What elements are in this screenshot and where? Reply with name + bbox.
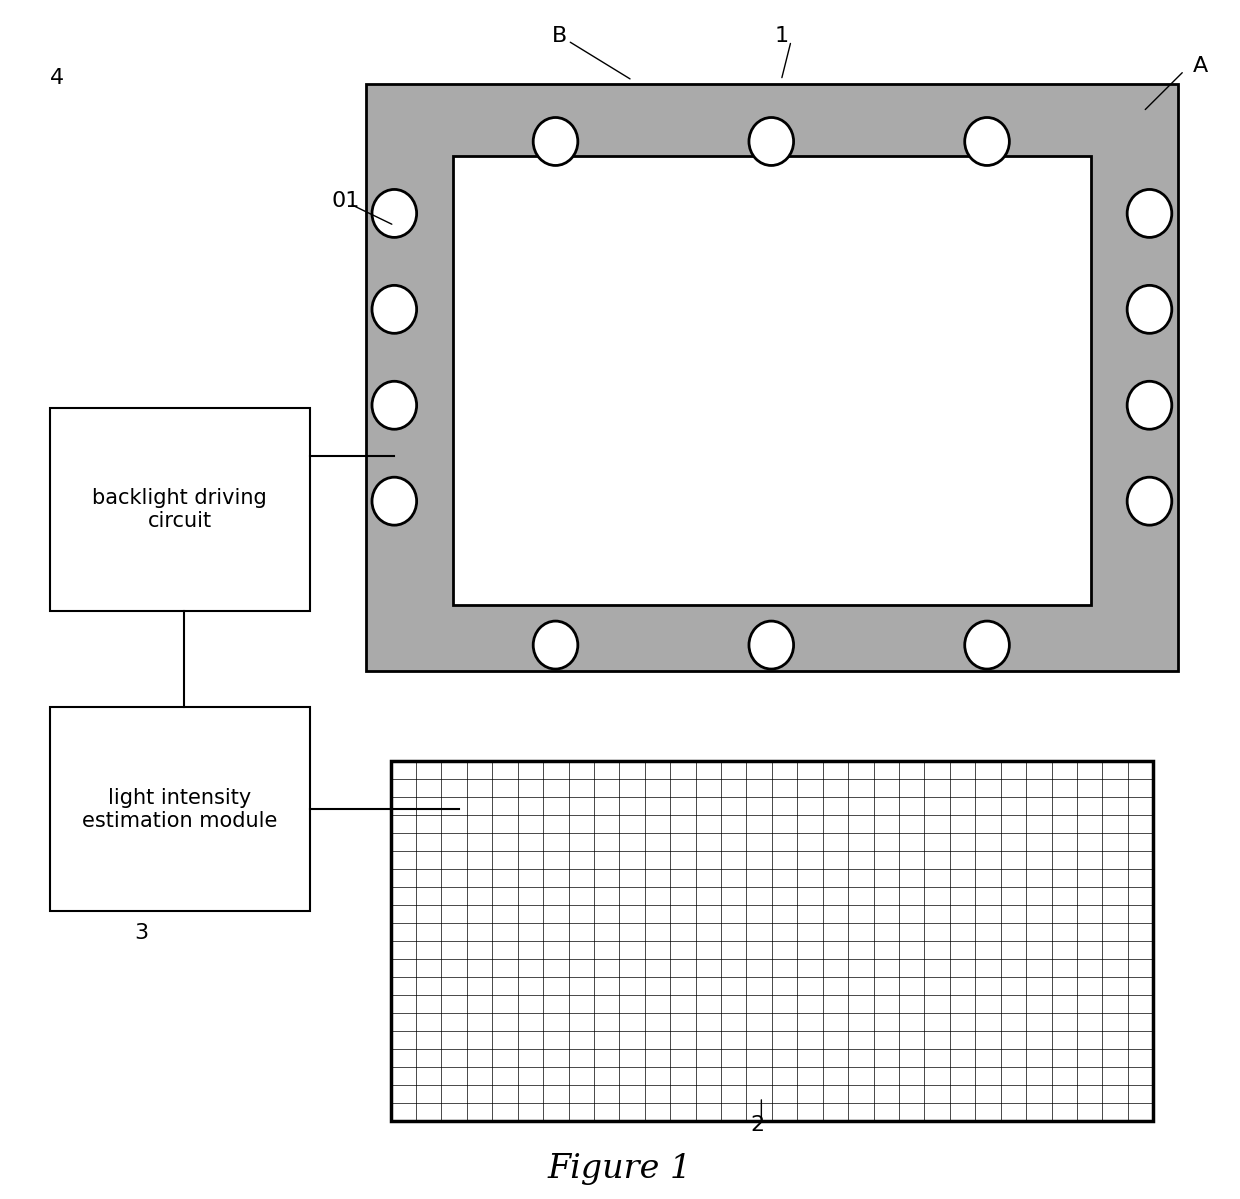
Ellipse shape — [372, 189, 417, 237]
Text: 4: 4 — [50, 68, 63, 88]
Ellipse shape — [1127, 285, 1172, 333]
Text: 1: 1 — [775, 26, 789, 46]
Ellipse shape — [1127, 477, 1172, 525]
Ellipse shape — [372, 285, 417, 333]
Text: A: A — [1193, 56, 1208, 76]
Ellipse shape — [372, 381, 417, 429]
Ellipse shape — [965, 621, 1009, 669]
Bar — [366, 84, 1178, 671]
Text: 3: 3 — [134, 923, 148, 942]
Ellipse shape — [372, 477, 417, 525]
Bar — [50, 707, 310, 911]
Bar — [50, 408, 310, 611]
Ellipse shape — [533, 118, 578, 165]
Text: B: B — [552, 26, 567, 46]
Text: backlight driving
circuit: backlight driving circuit — [93, 488, 267, 531]
Ellipse shape — [1127, 381, 1172, 429]
Ellipse shape — [749, 621, 794, 669]
Ellipse shape — [965, 118, 1009, 165]
Ellipse shape — [533, 621, 578, 669]
Bar — [391, 761, 1153, 1121]
Text: 2: 2 — [750, 1115, 764, 1134]
Ellipse shape — [749, 118, 794, 165]
Ellipse shape — [1127, 189, 1172, 237]
Bar — [453, 156, 1091, 605]
Text: light intensity
estimation module: light intensity estimation module — [82, 788, 278, 831]
Text: 01: 01 — [331, 192, 360, 211]
Text: Figure 1: Figure 1 — [548, 1152, 692, 1185]
